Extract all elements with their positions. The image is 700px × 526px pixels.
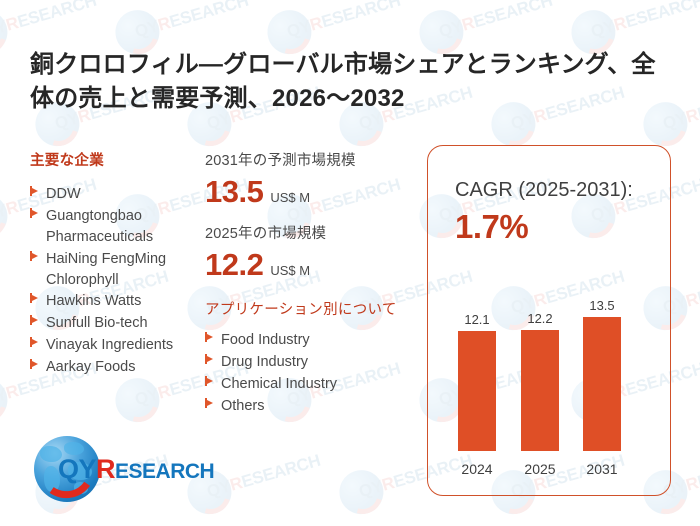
application-label: Drug Industry: [221, 353, 309, 370]
current-size-value: 12.2: [205, 247, 264, 282]
bar-category-label: 2031: [586, 461, 618, 477]
list-item: Others: [205, 396, 405, 417]
application-label: Others: [221, 397, 265, 414]
cagr-label: CAGR (2025-2031):: [455, 179, 633, 201]
logo-wordmark: QYRESEARCH: [58, 454, 215, 484]
arrow-bullet-icon: [205, 397, 214, 409]
company-label: Hawkins Watts: [46, 293, 142, 310]
arrow-bullet-icon: [30, 293, 39, 304]
logo-text-r: R: [96, 454, 116, 484]
list-item: Sunfull Bio-tech: [30, 313, 210, 334]
bar: [583, 317, 621, 451]
bar: [521, 330, 559, 451]
cagr-value: 1.7%: [455, 208, 529, 245]
company-label: Guangtongbao Pharmaceuticals: [46, 207, 154, 245]
company-label: Sunfull Bio-tech: [46, 315, 148, 332]
current-size-unit: US$ M: [270, 263, 311, 278]
globe-icon: [34, 436, 100, 502]
forecast-size-value: 13.5: [205, 174, 264, 209]
company-list: DDW Guangtongbao Pharmaceuticals HaiNing F…: [30, 184, 210, 378]
forecast-size-label: 2031年の予測市場規模: [205, 153, 356, 169]
arrow-bullet-icon: [205, 332, 214, 343]
cagr-card: CAGR (2025-2031): 1.7% 12.1 2024 12.2 2025 1…: [427, 145, 671, 496]
company-label: Aarkay Foods: [46, 359, 136, 375]
logo-text-qy: QY: [58, 454, 97, 484]
bar-group: 12.2 2025: [521, 306, 559, 481]
market-size-bar-chart: 12.1 2024 12.2 2025 13.5 2031: [440, 298, 660, 481]
current-size-label: 2025年の市場規模: [205, 226, 327, 242]
bar-value-label: 12.2: [527, 311, 553, 326]
list-item: Vinayak Ingredients: [30, 335, 210, 356]
arrow-bullet-icon: [205, 375, 214, 387]
list-item: Aarkay Foods: [30, 357, 210, 378]
key-companies-heading: 主要な企業: [30, 153, 104, 169]
arrow-bullet-icon: [205, 353, 214, 365]
bar-category-label: 2024: [461, 461, 493, 477]
list-item: Guangtongbao Pharmaceuticals: [30, 206, 210, 248]
arrow-bullet-icon: [30, 337, 39, 348]
arrow-bullet-icon: [30, 250, 39, 262]
page-title: 銅クロロフィル—グローバル市場シェアとランキング、全体の売上と需要予測、2026…: [30, 51, 656, 113]
market-size-column: 2031年の予測市場規模 13.5 US$ M 2025年の市場規模 12.2 …: [205, 149, 405, 418]
bar-value-label: 12.1: [464, 312, 490, 327]
application-label: Chemical Industry: [221, 375, 338, 392]
applications-heading: アプリケーション別について: [205, 302, 397, 318]
list-item: Hawkins Watts: [30, 291, 210, 312]
list-item: Food Industry: [205, 330, 405, 351]
arrow-bullet-icon: [30, 186, 39, 197]
forecast-size-row: 13.5 US$ M: [205, 174, 405, 210]
list-item: Drug Industry: [205, 352, 405, 373]
arrow-bullet-icon: [30, 359, 39, 370]
arrow-bullet-icon: [30, 207, 39, 219]
bar-group: 13.5 2031: [583, 298, 621, 481]
company-label: DDW: [46, 186, 81, 202]
logo-text-esearch: ESEARCH: [115, 460, 215, 483]
forecast-size-unit: US$ M: [270, 190, 311, 205]
bar-category-label: 2025: [524, 461, 556, 477]
current-size-row: 12.2 US$ M: [205, 247, 405, 283]
qyresearch-logo: QYRESEARCH: [28, 430, 215, 508]
bar: [458, 331, 496, 451]
list-item: Chemical Industry: [205, 374, 405, 395]
bar-value-label: 13.5: [589, 298, 615, 313]
application-label: Food Industry: [221, 332, 310, 348]
company-label: HaiNing FengMing Chlorophyll: [46, 250, 167, 288]
list-item: DDW: [30, 184, 210, 205]
application-list: Food Industry Drug Industry Chemical Indus…: [205, 330, 405, 417]
key-companies-column: 主要な企業 DDW Guangtongbao Pharmaceuticals Hai…: [30, 149, 210, 379]
bar-group: 12.1 2024: [458, 306, 496, 481]
arrow-bullet-icon: [30, 315, 39, 326]
list-item: HaiNing FengMing Chlorophyll: [30, 249, 210, 291]
company-label: Vinayak Ingredients: [46, 337, 174, 354]
